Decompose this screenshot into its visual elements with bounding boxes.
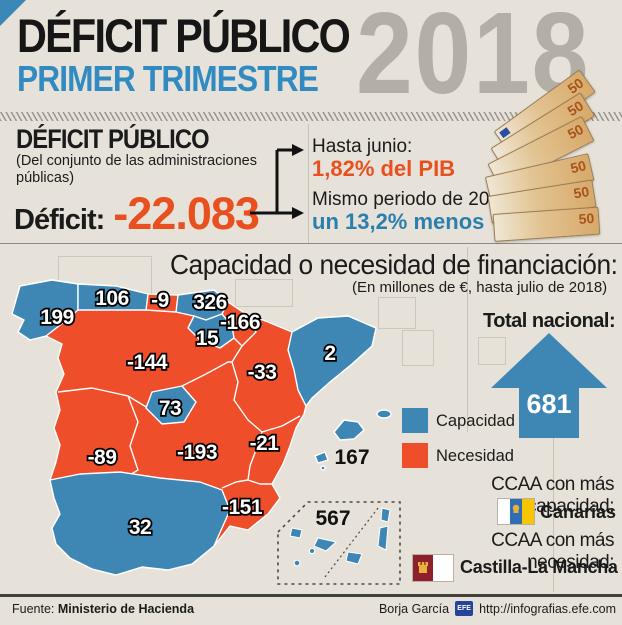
grid-decoration: [478, 337, 506, 365]
grid-vline: [467, 247, 468, 432]
branch-arrows: [250, 144, 304, 219]
value-madrid: 73: [159, 397, 181, 420]
canarias-inset-border: [277, 501, 401, 585]
efe-logo: EFE: [455, 601, 474, 616]
until-june-value: 1,82% del PIB: [312, 156, 456, 181]
value-galicia: 199: [40, 306, 74, 329]
total-national-arrow: 681: [491, 333, 607, 438]
value-la-rioja: 15: [196, 327, 219, 350]
author-name: Borja García: [378, 601, 450, 616]
page-subtitle: PRIMER TRIMESTRE: [17, 58, 319, 99]
arrowhead-top: [292, 144, 304, 156]
value-cantabria: -9: [151, 289, 169, 312]
region-cataluna: [287, 315, 377, 407]
region-madrid: [145, 385, 197, 425]
deficit-value-row: Déficit: -22.083: [14, 188, 260, 240]
financing-title: Capacidad o necesidad de financiación:: [170, 249, 618, 280]
region-baleares-mallorca: [333, 419, 365, 441]
footer-source: Fuente: Ministerio de Hacienda: [12, 602, 194, 616]
region-andalucia: [49, 471, 231, 576]
region-galicia: [11, 279, 79, 341]
ccaa-capacity-label: CCAA con más capacidad:: [491, 474, 614, 517]
legend-capacity-swatch: [402, 408, 428, 433]
deficit-value: -22.083: [113, 188, 260, 239]
arrowhead-bottom: [292, 207, 304, 219]
region-baleares-formentera: [320, 465, 326, 471]
legend-need-label: Necesidad: [436, 447, 514, 465]
column-divider: [308, 124, 309, 243]
region-baleares-ibiza: [314, 451, 329, 464]
hatched-divider: [0, 112, 622, 121]
value-murcia: -151: [222, 496, 263, 519]
value-castilla-leon: -144: [127, 351, 168, 374]
deficit-subheading: (Del conjunto de las administraciones pú…: [16, 153, 257, 186]
same-period-value: un 13,2% menos: [312, 209, 485, 234]
deficit-heading: DÉFICIT PÚBLICO: [16, 124, 210, 154]
page-title: DÉFICIT PÚBLICO: [17, 9, 351, 62]
value-extremadura: -89: [88, 446, 117, 469]
deficit-label: Déficit:: [14, 204, 105, 236]
spain-map: 199 106 -9 326 -166 15 -144 -33 2 73 -89…: [11, 279, 401, 585]
value-andalucia: 32: [129, 516, 151, 539]
total-national-label: Total nacional:: [483, 310, 616, 332]
footer-credits: Borja García EFE http://infografias.efe.…: [379, 601, 616, 616]
grid-decoration: [378, 297, 416, 329]
value-canarias: 567: [315, 507, 350, 530]
grid-decoration: [402, 330, 434, 366]
value-asturias: 106: [95, 287, 129, 310]
euro-notes-image: 50 50 50 50 50 50: [478, 69, 613, 254]
ccaa-need-label: CCAA con más necesidad:: [491, 530, 614, 573]
footer-divider: [0, 594, 622, 597]
region-baleares-menorca: [376, 409, 392, 419]
section-divider: [0, 243, 622, 244]
value-pais-vasco: 326: [193, 291, 227, 314]
corner-triangle-decoration: [0, 0, 26, 26]
value-aragon: -33: [248, 361, 277, 384]
legend-capacity-label: Capacidad: [436, 412, 515, 430]
castilla-la-mancha-flag: [412, 554, 454, 582]
value-baleares: 167: [334, 446, 369, 469]
value-navarra: -166: [220, 311, 260, 334]
same-period-label: Mismo periodo de 2017:: [312, 189, 516, 210]
region-canarias-islands: [289, 507, 391, 567]
value-castilla-la-mancha: -193: [177, 441, 217, 464]
until-june-label: Hasta junio:: [312, 136, 413, 157]
grid-decoration: [235, 279, 293, 307]
ccaa-need-name: Castilla-La Mancha: [460, 557, 618, 577]
value-cataluna: 2: [324, 342, 335, 365]
legend-need-swatch: [402, 443, 428, 468]
canarias-flag: [497, 498, 535, 525]
financing-subtitle: (En millones de €, hasta julio de 2018): [352, 279, 608, 296]
source-label: Fuente:: [12, 602, 55, 616]
total-national-value: 681: [526, 389, 571, 419]
value-valenciana: -21: [250, 432, 280, 455]
grid-vline: [553, 437, 554, 592]
region-la-rioja: [187, 313, 235, 349]
footer-url: http://infografias.efe.com: [479, 601, 616, 616]
source-name: Ministerio de Hacienda: [57, 602, 195, 616]
ccaa-capacity-name: Canarias: [540, 502, 617, 522]
region-asturias: [77, 283, 149, 311]
region-borders: [57, 309, 301, 489]
